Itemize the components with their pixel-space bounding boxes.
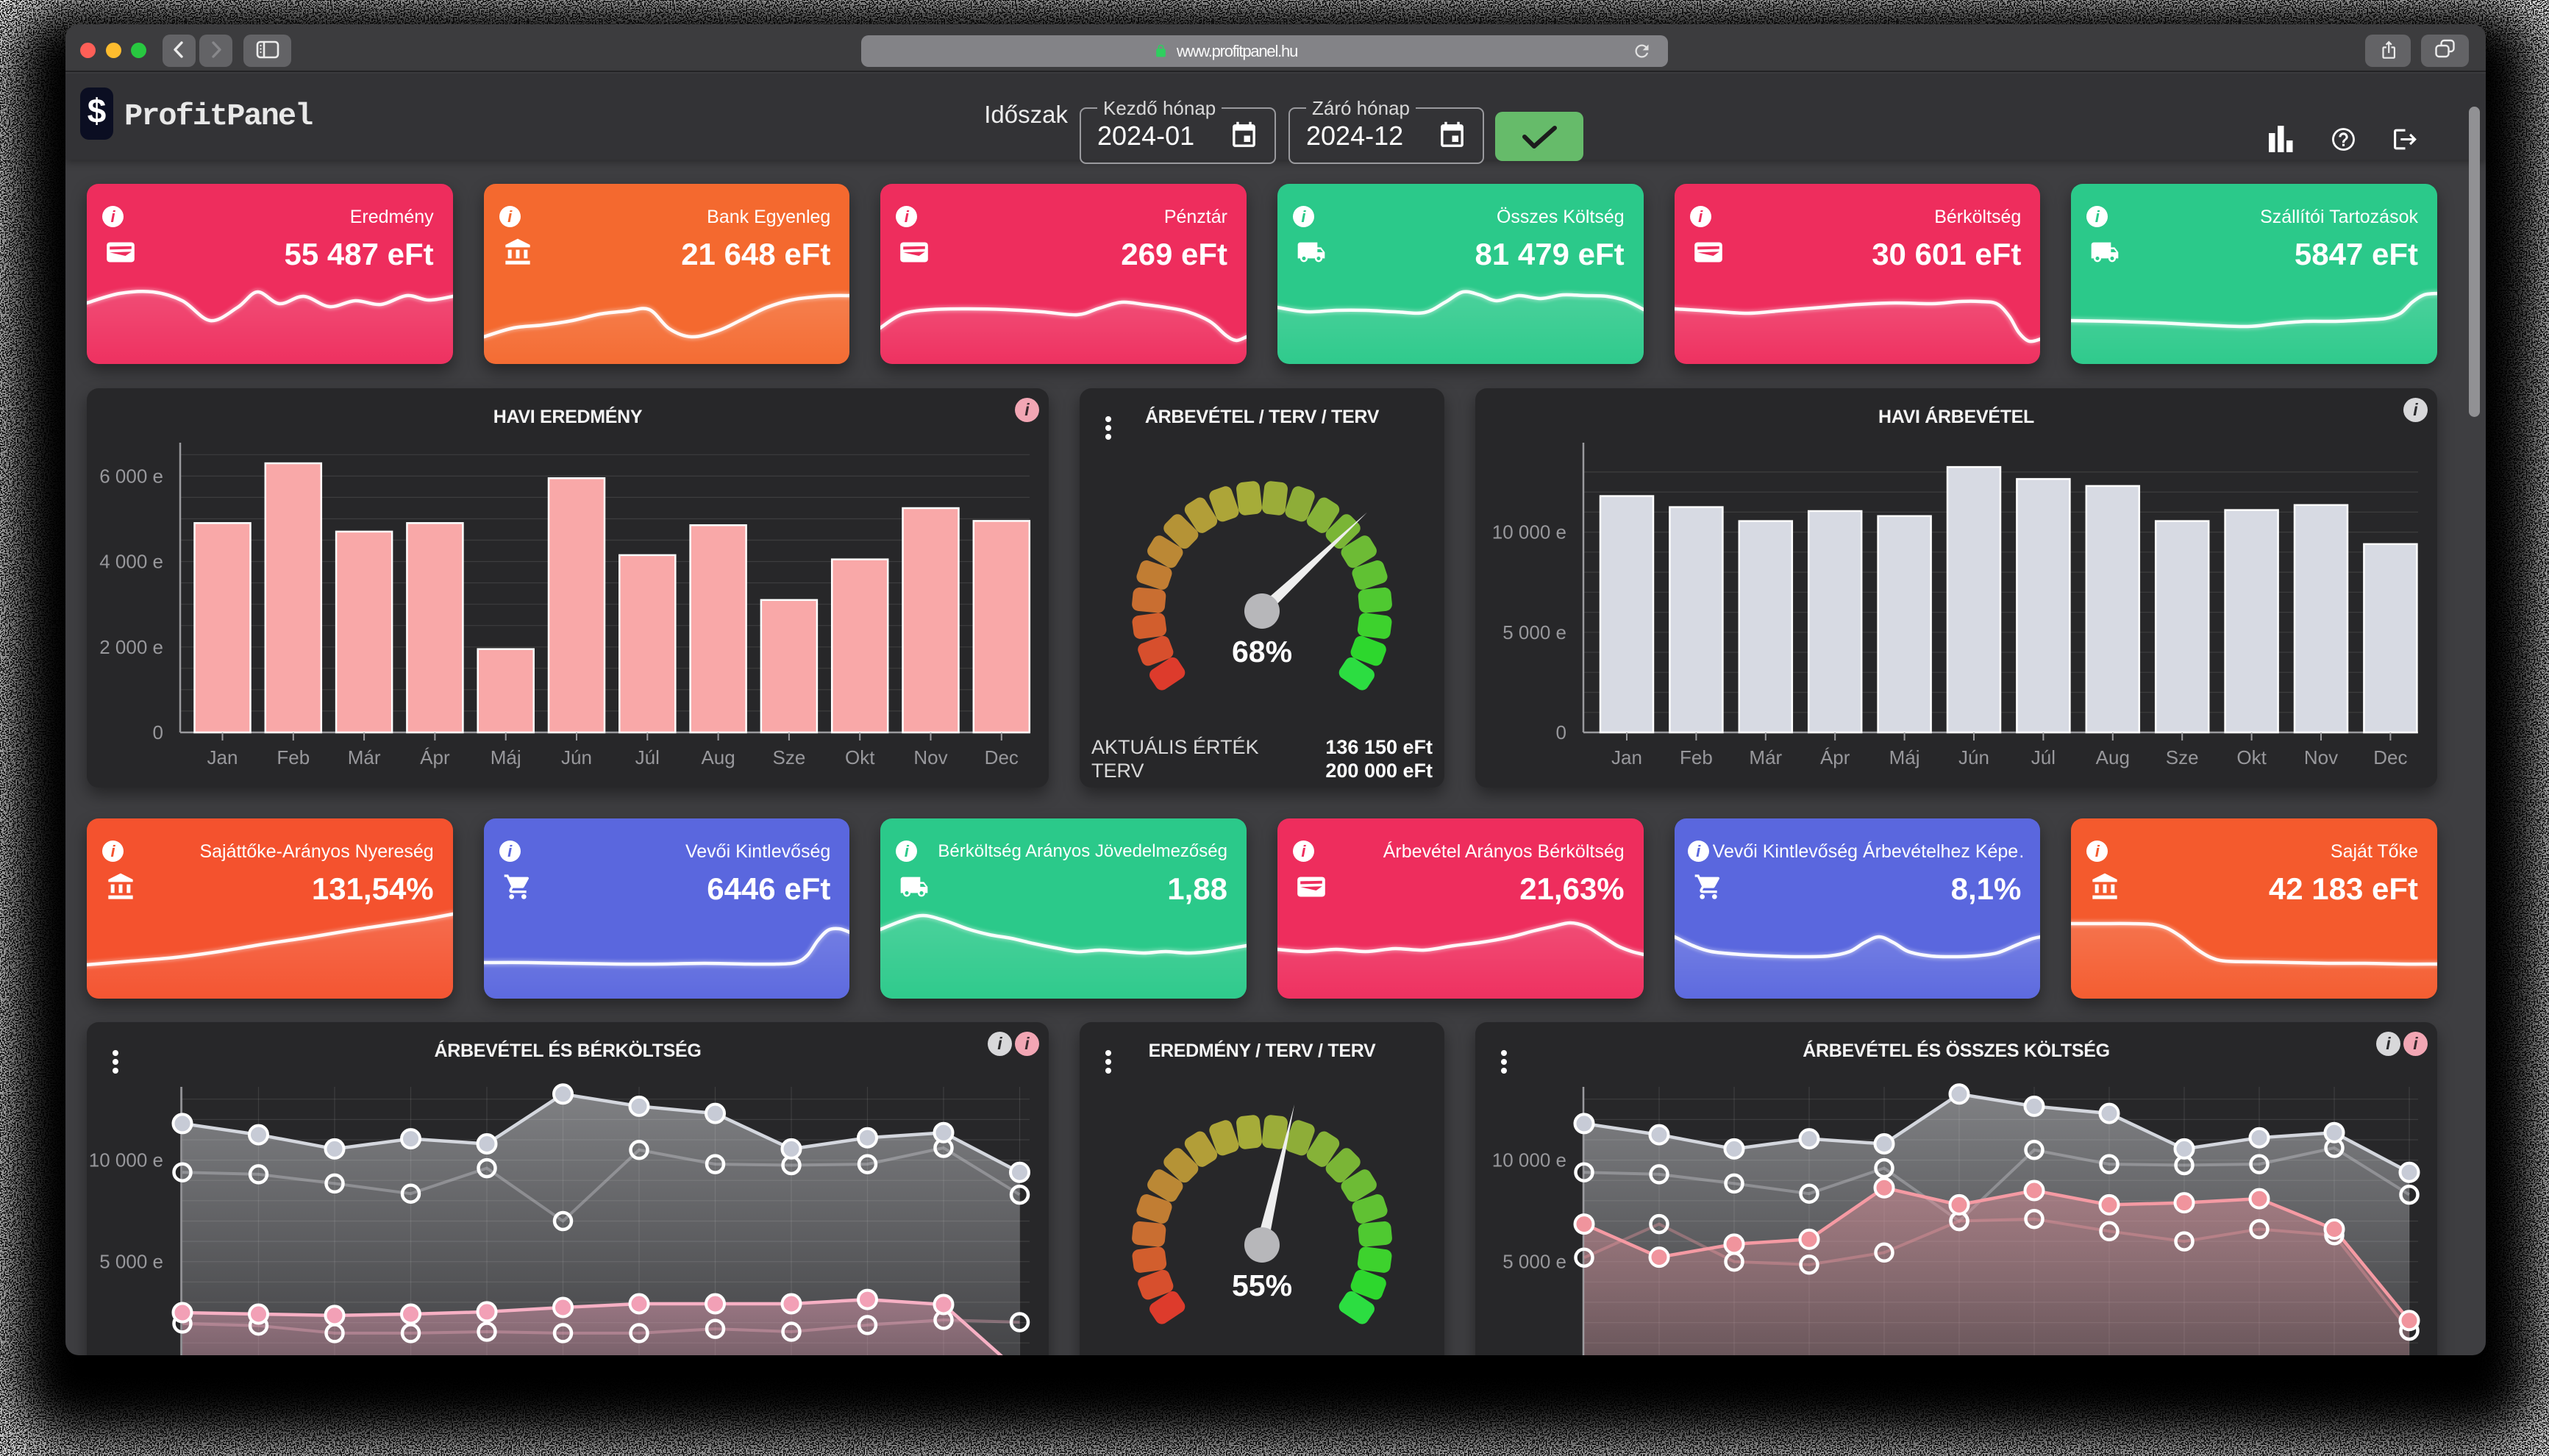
svg-text:Júl: Júl: [2031, 746, 2056, 768]
svg-text:55%: 55%: [1232, 1268, 1292, 1302]
svg-text:Jún: Jún: [561, 746, 592, 768]
svg-text:Okt: Okt: [845, 746, 875, 768]
svg-text:Nov: Nov: [2304, 746, 2338, 768]
svg-text:10 000 e: 10 000 e: [1492, 1149, 1566, 1171]
svg-text:Aug: Aug: [2096, 746, 2130, 768]
svg-text:Jún: Jún: [1958, 746, 1989, 768]
svg-text:Jan: Jan: [1611, 746, 1642, 768]
svg-text:Sze: Sze: [772, 746, 805, 768]
svg-text:5 000 e: 5 000 e: [1502, 1251, 1566, 1273]
svg-text:Sze: Sze: [2166, 746, 2199, 768]
svg-text:Feb: Feb: [1680, 746, 1713, 768]
svg-text:Nov: Nov: [913, 746, 947, 768]
svg-text:Ápr: Ápr: [1820, 746, 1850, 768]
svg-text:Júl: Júl: [635, 746, 660, 768]
svg-text:Már: Már: [1749, 746, 1782, 768]
svg-text:6 000 e: 6 000 e: [99, 465, 163, 487]
svg-text:Már: Már: [348, 746, 381, 768]
svg-text:0: 0: [1556, 721, 1566, 743]
svg-text:Ápr: Ápr: [420, 746, 450, 768]
svg-text:5 000 e: 5 000 e: [99, 1251, 163, 1273]
svg-text:Dec: Dec: [2373, 746, 2407, 768]
svg-text:Okt: Okt: [2236, 746, 2267, 768]
svg-text:Feb: Feb: [277, 746, 310, 768]
svg-text:Aug: Aug: [701, 746, 735, 768]
svg-text:5 000 e: 5 000 e: [1502, 621, 1566, 643]
svg-text:Jan: Jan: [207, 746, 238, 768]
svg-text:Máj: Máj: [1889, 746, 1920, 768]
svg-text:10 000 e: 10 000 e: [89, 1149, 163, 1171]
svg-text:0: 0: [153, 721, 163, 743]
svg-text:10 000 e: 10 000 e: [1492, 521, 1566, 543]
svg-text:Dec: Dec: [985, 746, 1019, 768]
svg-text:4 000 e: 4 000 e: [99, 551, 163, 573]
svg-text:Máj: Máj: [491, 746, 521, 768]
svg-text:68%: 68%: [1232, 635, 1292, 668]
svg-text:2 000 e: 2 000 e: [99, 636, 163, 658]
